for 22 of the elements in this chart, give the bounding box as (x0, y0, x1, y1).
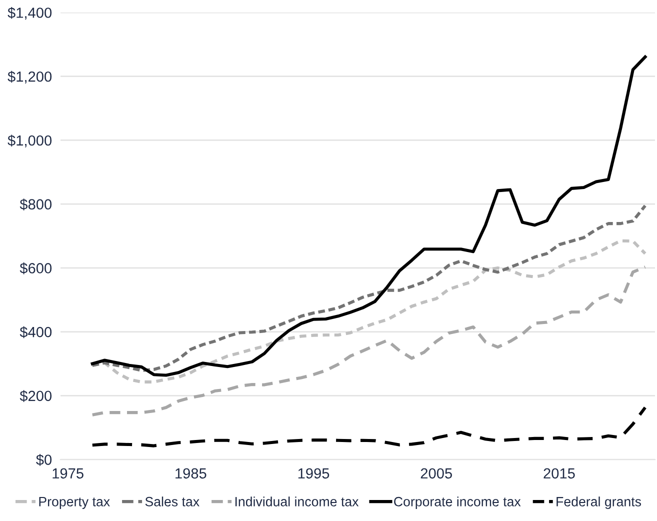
y-tick-label: $400 (20, 326, 52, 338)
y-tick-label: $1,200 (8, 70, 52, 84)
x-tick-label: 2015 (544, 468, 575, 479)
legend-label: Corporate income tax (394, 496, 521, 509)
x-tick-label: 2005 (420, 468, 452, 479)
y-tick-label: $0 (36, 454, 52, 466)
legend-label: Individual income tax (235, 496, 359, 506)
y-tick-label: $800 (20, 198, 52, 210)
x-tick-label: 1985 (176, 468, 206, 479)
line-series (90, 406, 647, 448)
y-tick-label: $1,400 (8, 6, 52, 20)
y-tick-label: $1,000 (8, 134, 52, 148)
y-tick-label: $200 (20, 390, 52, 402)
legend-label: Sales tax (145, 496, 200, 506)
y-tick-label: $600 (20, 262, 52, 274)
x-tick-label: 1995 (298, 468, 330, 479)
line-series (90, 55, 647, 377)
x-tick-label: 1975 (52, 468, 84, 479)
legend-label: Federal grants (556, 496, 642, 509)
line-series (90, 204, 647, 372)
line-series (90, 265, 647, 416)
legend-label: Property tax (39, 497, 110, 509)
